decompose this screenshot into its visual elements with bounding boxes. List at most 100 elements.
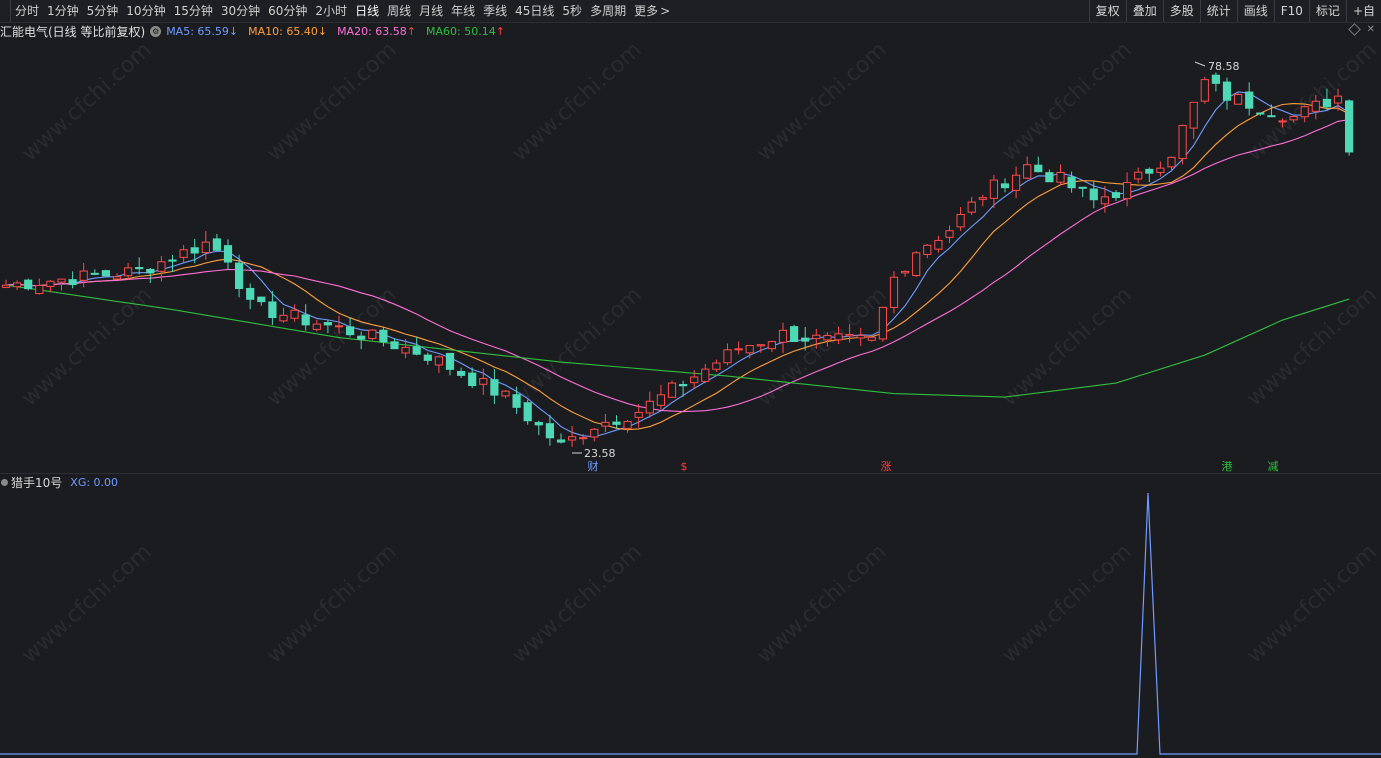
candle-body bbox=[46, 280, 55, 287]
watermark-text: www.cfchi.com bbox=[17, 540, 156, 669]
period-label: 45日线 bbox=[515, 4, 555, 18]
period-label: 年线 bbox=[451, 4, 476, 18]
candle-body bbox=[823, 335, 832, 341]
candle-body bbox=[1256, 112, 1265, 115]
candle-body bbox=[1078, 186, 1087, 189]
indicator-chart[interactable]: www.cfchi.com www.cfchi.com www.cfchi.com w… bbox=[0, 474, 1381, 758]
candle-body bbox=[1300, 106, 1309, 118]
event-marker[interactable]: 减 bbox=[1268, 460, 1279, 473]
event-marker[interactable]: $ bbox=[681, 460, 688, 473]
candle-body bbox=[556, 439, 566, 443]
tool-button-3[interactable]: 统计 bbox=[1199, 0, 1237, 22]
watermark-text: www.cfchi.com bbox=[262, 540, 401, 669]
candle-body bbox=[24, 279, 33, 290]
indicator-dot-icon[interactable] bbox=[1, 478, 8, 486]
ma5-value: MA5: 65.59↓ bbox=[166, 24, 239, 38]
period-label: 60分钟 bbox=[268, 4, 308, 18]
period-6[interactable]: 60分钟 bbox=[264, 0, 311, 22]
event-marker[interactable]: 港 bbox=[1222, 460, 1233, 473]
candle-body bbox=[1023, 164, 1032, 179]
period-12[interactable]: 季线 bbox=[479, 0, 511, 22]
period-11[interactable]: 年线 bbox=[447, 0, 479, 22]
period-13[interactable]: 45日线 bbox=[511, 0, 558, 22]
settings-icon[interactable]: ⚙ bbox=[150, 25, 162, 37]
candle-body bbox=[568, 436, 577, 441]
candle-body bbox=[312, 323, 321, 330]
candle-body bbox=[1012, 174, 1021, 191]
period-7[interactable]: 2小时 bbox=[311, 0, 351, 22]
tool-button-4[interactable]: 画线 bbox=[1236, 0, 1274, 22]
period-15[interactable]: 多周期 bbox=[586, 0, 630, 22]
event-marker[interactable]: 财 bbox=[588, 459, 599, 473]
period-10[interactable]: 月线 bbox=[415, 0, 447, 22]
event-marker[interactable]: 涨 bbox=[881, 460, 892, 473]
candle-body bbox=[368, 329, 377, 339]
candle-body bbox=[590, 428, 599, 438]
chevron-right-icon: > bbox=[660, 4, 671, 18]
candle-body bbox=[201, 241, 210, 254]
candle-body bbox=[523, 402, 532, 422]
candle-body bbox=[35, 285, 44, 295]
period-16[interactable]: 更多 > bbox=[630, 0, 674, 22]
candle-body bbox=[101, 270, 111, 277]
candle-body bbox=[889, 276, 899, 308]
candle-body bbox=[1123, 182, 1132, 200]
watermark-text: www.cfchi.com bbox=[262, 38, 401, 167]
candle-body bbox=[690, 376, 699, 384]
period-label: 30分钟 bbox=[220, 4, 261, 18]
stock-name: 汇能电气(日线 等比前复权) bbox=[0, 24, 146, 39]
candle-body bbox=[712, 362, 721, 370]
period-14[interactable]: 5秒 bbox=[558, 0, 586, 22]
panel-divider[interactable] bbox=[0, 473, 1381, 474]
tool-button-6[interactable]: 标记 bbox=[1308, 0, 1346, 22]
close-icon[interactable]: ✕ bbox=[1366, 24, 1375, 35]
watermark-text: www.cfchi.com bbox=[17, 283, 156, 412]
watermark-text: www.cfchi.com bbox=[997, 38, 1136, 167]
candle-body bbox=[212, 238, 222, 251]
watermark-layer: www.cfchi.com www.cfchi.com www.cfchi.com w… bbox=[17, 38, 1381, 412]
watermark-text: www.cfchi.com bbox=[507, 38, 646, 167]
indicator-legend: 猎手10号 XG: 0.00 bbox=[0, 475, 119, 490]
watermark-text: www.cfchi.com bbox=[507, 540, 646, 669]
ma20-value: MA20: 63.58↑ bbox=[337, 24, 416, 38]
period-9[interactable]: 周线 bbox=[383, 0, 415, 22]
candle-body bbox=[790, 326, 799, 342]
indicator-name: 猎手10号 bbox=[11, 475, 63, 490]
candle-body bbox=[1345, 100, 1354, 153]
toolbar-stub bbox=[0, 0, 11, 22]
period-2[interactable]: 5分钟 bbox=[83, 0, 123, 22]
watermark-text: www.cfchi.com bbox=[997, 283, 1136, 412]
tool-button-0[interactable]: 复权 bbox=[1088, 0, 1126, 22]
tool-button-2[interactable]: 多股 bbox=[1162, 0, 1200, 22]
candle-body bbox=[157, 261, 166, 272]
period-4[interactable]: 15分钟 bbox=[170, 0, 217, 22]
period-label: 多周期 bbox=[590, 4, 627, 18]
watermark-text: www.cfchi.com bbox=[1242, 283, 1381, 412]
period-5[interactable]: 30分钟 bbox=[217, 0, 264, 22]
annotation-layer: 78.58 23.58财 $ 涨 港 减 bbox=[572, 60, 1279, 473]
candle-body bbox=[701, 368, 710, 382]
candle-body bbox=[1289, 115, 1298, 121]
candlestick-chart[interactable]: www.cfchi.com www.cfchi.com www.cfchi.com w… bbox=[0, 22, 1381, 473]
watermark-text: www.cfchi.com bbox=[17, 38, 156, 167]
candle-body bbox=[679, 384, 688, 387]
period-label: 5分钟 bbox=[86, 4, 119, 18]
candle-body bbox=[57, 278, 66, 283]
tool-button-1[interactable]: 叠加 bbox=[1125, 0, 1163, 22]
watermark-text: www.cfchi.com bbox=[752, 38, 891, 167]
tool-button-7[interactable]: +自 bbox=[1345, 0, 1381, 22]
candle-body bbox=[168, 259, 177, 262]
period-8[interactable]: 日线 bbox=[351, 0, 383, 22]
period-0[interactable]: 分时 bbox=[11, 0, 43, 22]
candle-body bbox=[1234, 93, 1243, 105]
ma60-line bbox=[5, 284, 1350, 398]
tool-button-5[interactable]: F10 bbox=[1273, 0, 1309, 22]
candle-body bbox=[112, 276, 122, 280]
candle-body bbox=[479, 377, 488, 385]
candle-body bbox=[923, 244, 932, 255]
candle-body bbox=[834, 333, 843, 341]
period-1[interactable]: 1分钟 bbox=[43, 0, 83, 22]
indicator-value: XG: 0.00 bbox=[70, 475, 119, 489]
candle-body bbox=[457, 371, 466, 376]
period-3[interactable]: 10分钟 bbox=[122, 0, 169, 22]
